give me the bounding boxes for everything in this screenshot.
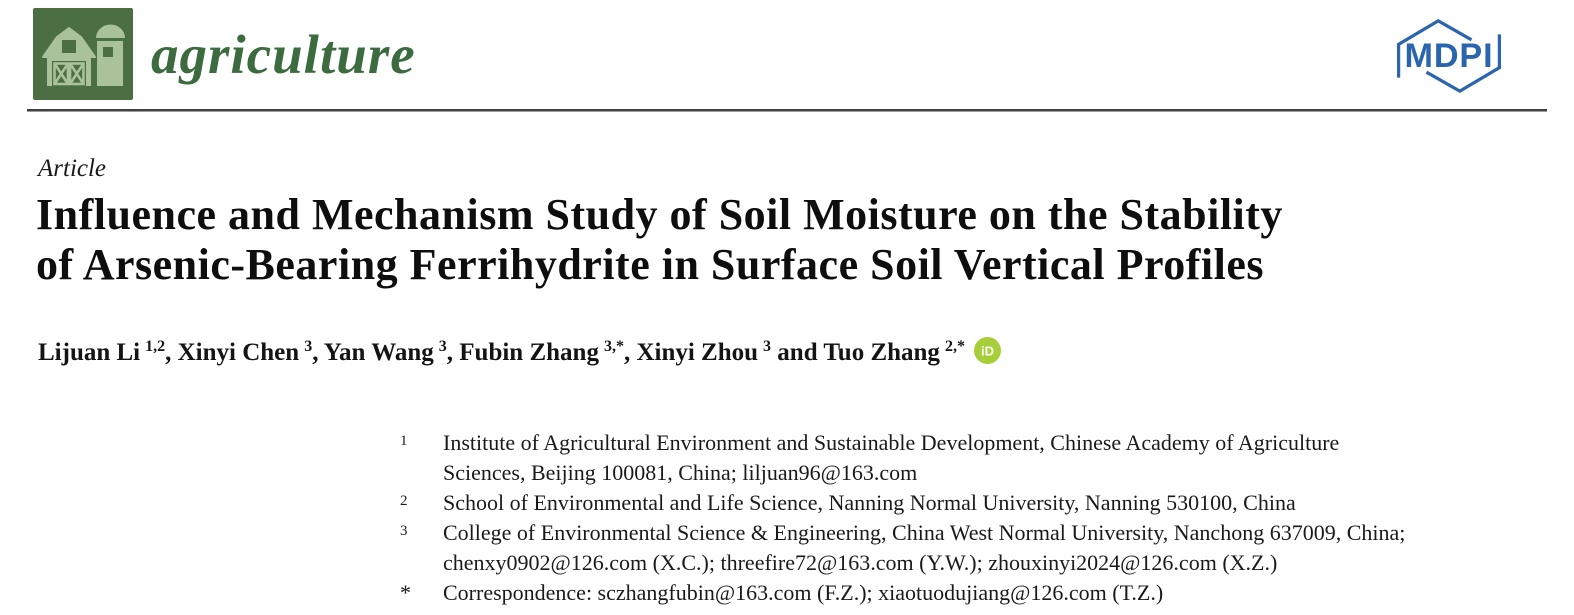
affiliation-row: 1 Institute of Agricultural Environment …: [400, 428, 1475, 488]
affiliations-block: 1 Institute of Agricultural Environment …: [400, 428, 1475, 608]
paper-title: Influence and Mechanism Study of Soil Mo…: [36, 190, 1546, 290]
affiliation-line: College of Environmental Science & Engin…: [443, 520, 1406, 545]
affiliation-text: College of Environmental Science & Engin…: [443, 518, 1475, 578]
author-name: Tuo Zhang: [823, 339, 940, 366]
author-name: Fubin Zhang: [459, 339, 599, 366]
affiliation-line: School of Environmental and Life Science…: [443, 490, 1296, 515]
authors-line: Lijuan Li 1,2, Xinyi Chen 3, Yan Wang 3, Fu…: [38, 333, 1538, 376]
orcid-icon[interactable]: iD: [973, 337, 1001, 364]
mdpi-logo[interactable]: MDPI: [1386, 13, 1512, 99]
mdpi-logo-text: MDPI: [1404, 37, 1493, 75]
author-separator: ,: [623, 339, 637, 366]
affiliation-marker: 1: [400, 433, 408, 449]
author-separator: ,: [312, 339, 324, 366]
affiliation-row: 3 College of Environmental Science & Eng…: [400, 518, 1475, 578]
affiliation-marker: 2: [400, 493, 408, 509]
correspondence-text: Correspondence: sczhangfubin@163.com (F.…: [443, 578, 1475, 608]
orcid-icon-text: iD: [981, 343, 994, 358]
author-separator: and: [771, 339, 824, 366]
correspondence-marker: *: [400, 580, 411, 605]
journal-title: agriculture: [151, 24, 416, 85]
affiliation-line: Correspondence: sczhangfubin@163.com (F.…: [443, 580, 1164, 605]
author-name: Lijuan Li: [38, 339, 141, 366]
author-name: Xinyi Zhou: [636, 339, 759, 366]
author-affiliation-superscript: 3: [304, 338, 313, 355]
affiliation-marker: 3: [400, 523, 408, 539]
affiliation-row: 2 School of Environmental and Life Scien…: [400, 488, 1475, 518]
affiliation-line: Institute of Agricultural Environment an…: [443, 430, 1340, 455]
author-affiliation-superscript: 3,*: [603, 338, 624, 355]
affiliation-text: Institute of Agricultural Environment an…: [443, 428, 1475, 488]
author-affiliation-superscript: 1,2: [145, 338, 166, 355]
author-affiliation-superscript: 2,*: [944, 338, 965, 355]
affiliation-text: School of Environmental and Life Science…: [443, 488, 1475, 518]
header-divider: [27, 109, 1547, 112]
author-separator: ,: [446, 339, 460, 366]
paper-title-line-1: Influence and Mechanism Study of Soil Mo…: [36, 190, 1283, 239]
author-affiliation-superscript: 3: [438, 338, 447, 355]
author-name: Xinyi Chen: [177, 339, 300, 366]
author-name: Yan Wang: [323, 339, 434, 366]
author-separator: ,: [165, 339, 178, 366]
author-affiliation-superscript: 3: [763, 338, 772, 355]
correspondence-row: * Correspondence: sczhangfubin@163.com (…: [400, 578, 1475, 608]
affiliation-line: Sciences, Beijing 100081, China; liljuan…: [443, 460, 918, 485]
affiliation-line: chenxy0902@126.com (X.C.); threefire72@1…: [443, 550, 1278, 575]
agriculture-journal-barn-icon: [33, 8, 133, 100]
article-type-label: Article: [38, 155, 107, 182]
paper-title-line-2: of Arsenic-Bearing Ferrihydrite in Surfa…: [36, 240, 1265, 289]
